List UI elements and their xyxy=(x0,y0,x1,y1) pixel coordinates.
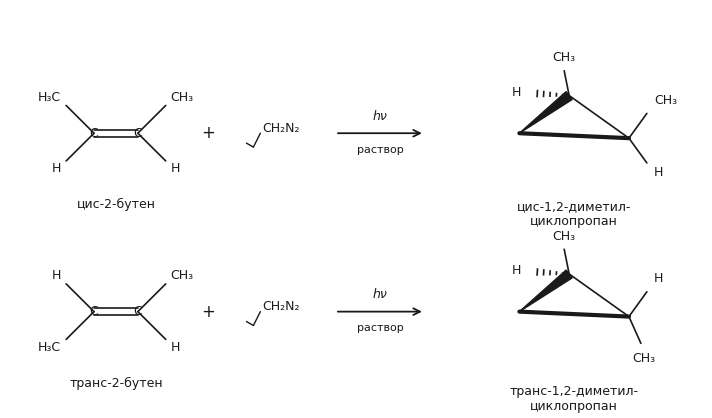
Text: CH₃: CH₃ xyxy=(171,270,194,283)
Text: CH₂N₂: CH₂N₂ xyxy=(262,300,300,313)
Text: H: H xyxy=(654,273,663,285)
Text: CH₃: CH₃ xyxy=(171,91,194,104)
Polygon shape xyxy=(519,92,572,133)
Text: H: H xyxy=(654,166,663,179)
Text: +: + xyxy=(201,124,216,142)
Text: цис-1,2-диметил-
циклопропан: цис-1,2-диметил- циклопропан xyxy=(517,201,632,229)
Text: раствор: раствор xyxy=(357,324,403,334)
Text: C: C xyxy=(133,305,142,318)
Text: hν: hν xyxy=(372,110,387,123)
Text: H: H xyxy=(171,341,180,354)
Text: H: H xyxy=(512,265,521,278)
Text: C: C xyxy=(90,305,98,318)
Text: hν: hν xyxy=(372,288,387,301)
Text: +: + xyxy=(201,303,216,321)
Text: CH₃: CH₃ xyxy=(654,94,677,107)
Text: цис-2-бутен: цис-2-бутен xyxy=(76,198,155,211)
Text: H: H xyxy=(171,163,180,176)
Text: CH₃: CH₃ xyxy=(632,352,656,365)
Text: CH₃: CH₃ xyxy=(553,230,576,243)
Text: CH₃: CH₃ xyxy=(553,51,576,64)
Text: C: C xyxy=(133,127,142,140)
Text: H₃C: H₃C xyxy=(38,341,61,354)
Text: CH₂N₂: CH₂N₂ xyxy=(262,122,300,135)
Text: H₃C: H₃C xyxy=(38,91,61,104)
Text: раствор: раствор xyxy=(357,145,403,155)
Text: транс-2-бутен: транс-2-бутен xyxy=(69,377,163,390)
Text: H: H xyxy=(52,163,61,176)
Polygon shape xyxy=(519,270,572,312)
Text: H: H xyxy=(52,270,61,283)
Text: C: C xyxy=(90,127,98,140)
Text: транс-1,2-диметил-
циклопропан: транс-1,2-диметил- циклопропан xyxy=(510,385,639,413)
Text: H: H xyxy=(512,86,521,99)
